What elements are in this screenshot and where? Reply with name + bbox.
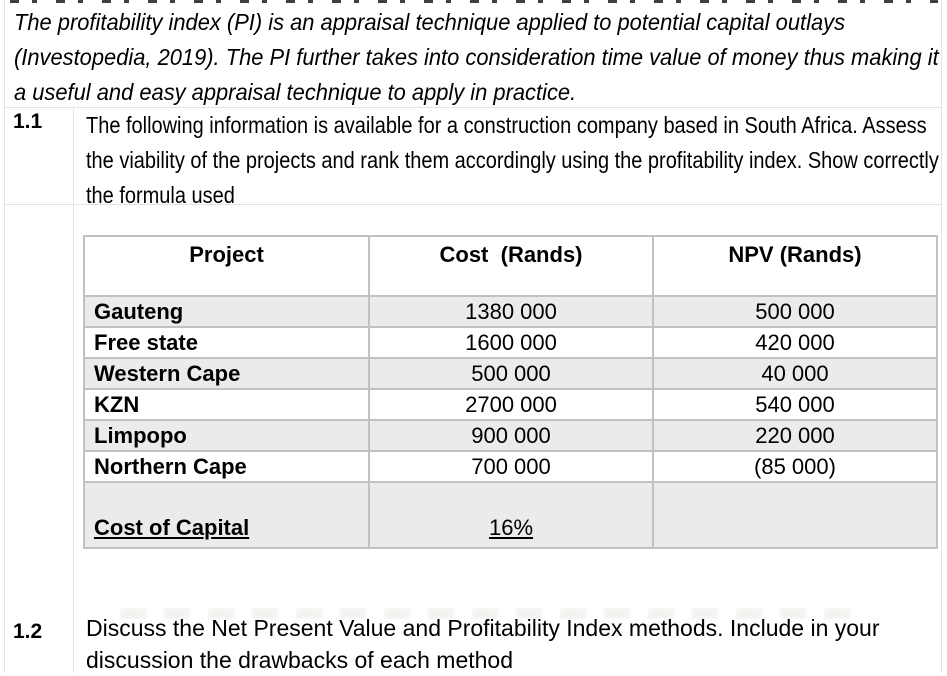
npv-cell: 540 000 — [653, 389, 937, 420]
intro-line: (Investopedia, 2019). The PI further tak… — [14, 40, 939, 75]
grid-number-column-divider — [73, 107, 74, 673]
cost-of-capital-value: 16% — [369, 482, 653, 548]
project-name-cell: KZN — [84, 389, 369, 420]
question-text-1-1: The following information is available f… — [86, 108, 939, 213]
project-name-cell: Gauteng — [84, 296, 369, 327]
grid-right-border — [941, 0, 942, 673]
question-text-1-2: Discuss the Net Present Value and Profit… — [86, 613, 939, 676]
question-number-1-1: 1.1 — [13, 110, 42, 134]
project-name-cell: Western Cape — [84, 358, 369, 389]
question-line: discussion the drawbacks of each method — [86, 645, 939, 676]
header-cost: Cost (Rands) — [369, 236, 653, 296]
npv-cell: (85 000) — [653, 451, 937, 482]
question-number-1-2: 1.2 — [13, 620, 42, 644]
project-name-cell: Free state — [84, 327, 369, 358]
cost-cell: 500 000 — [369, 358, 653, 389]
table-header-row: Project Cost (Rands) NPV (Rands) — [84, 236, 937, 296]
cost-cell: 1600 000 — [369, 327, 653, 358]
header-npv: NPV (Rands) — [653, 236, 937, 296]
npv-cell: 220 000 — [653, 420, 937, 451]
intro-paragraph: The profitability index (PI) is an appra… — [14, 5, 939, 110]
cropped-text-remnant — [10, 0, 938, 3]
intro-line: a useful and easy appraisal technique to… — [14, 75, 939, 110]
cost-cell: 900 000 — [369, 420, 653, 451]
project-name-cell: Northern Cape — [84, 451, 369, 482]
cost-of-capital-label: Cost of Capital — [84, 482, 369, 548]
cost-cell: 700 000 — [369, 451, 653, 482]
question-line: the viability of the projects and rank t… — [86, 143, 939, 178]
npv-cell: 420 000 — [653, 327, 937, 358]
npv-cell: 500 000 — [653, 296, 937, 327]
question-line: Discuss the Net Present Value and Profit… — [86, 613, 939, 645]
header-project: Project — [84, 236, 369, 296]
question-line: the formula used — [86, 178, 939, 213]
cost-cell: 2700 000 — [369, 389, 653, 420]
cost-cell: 1380 000 — [369, 296, 653, 327]
intro-line: The profitability index (PI) is an appra… — [14, 5, 939, 40]
npv-cell: 40 000 — [653, 358, 937, 389]
cost-of-capital-npv-empty — [653, 482, 937, 548]
cost-of-capital-row: Cost of Capital 16% — [84, 482, 937, 548]
question-line: The following information is available f… — [86, 108, 939, 143]
grid-left-border — [4, 0, 5, 673]
project-name-cell: Limpopo — [84, 420, 369, 451]
projects-table: Project Cost (Rands) NPV (Rands) Gauteng… — [83, 235, 938, 549]
